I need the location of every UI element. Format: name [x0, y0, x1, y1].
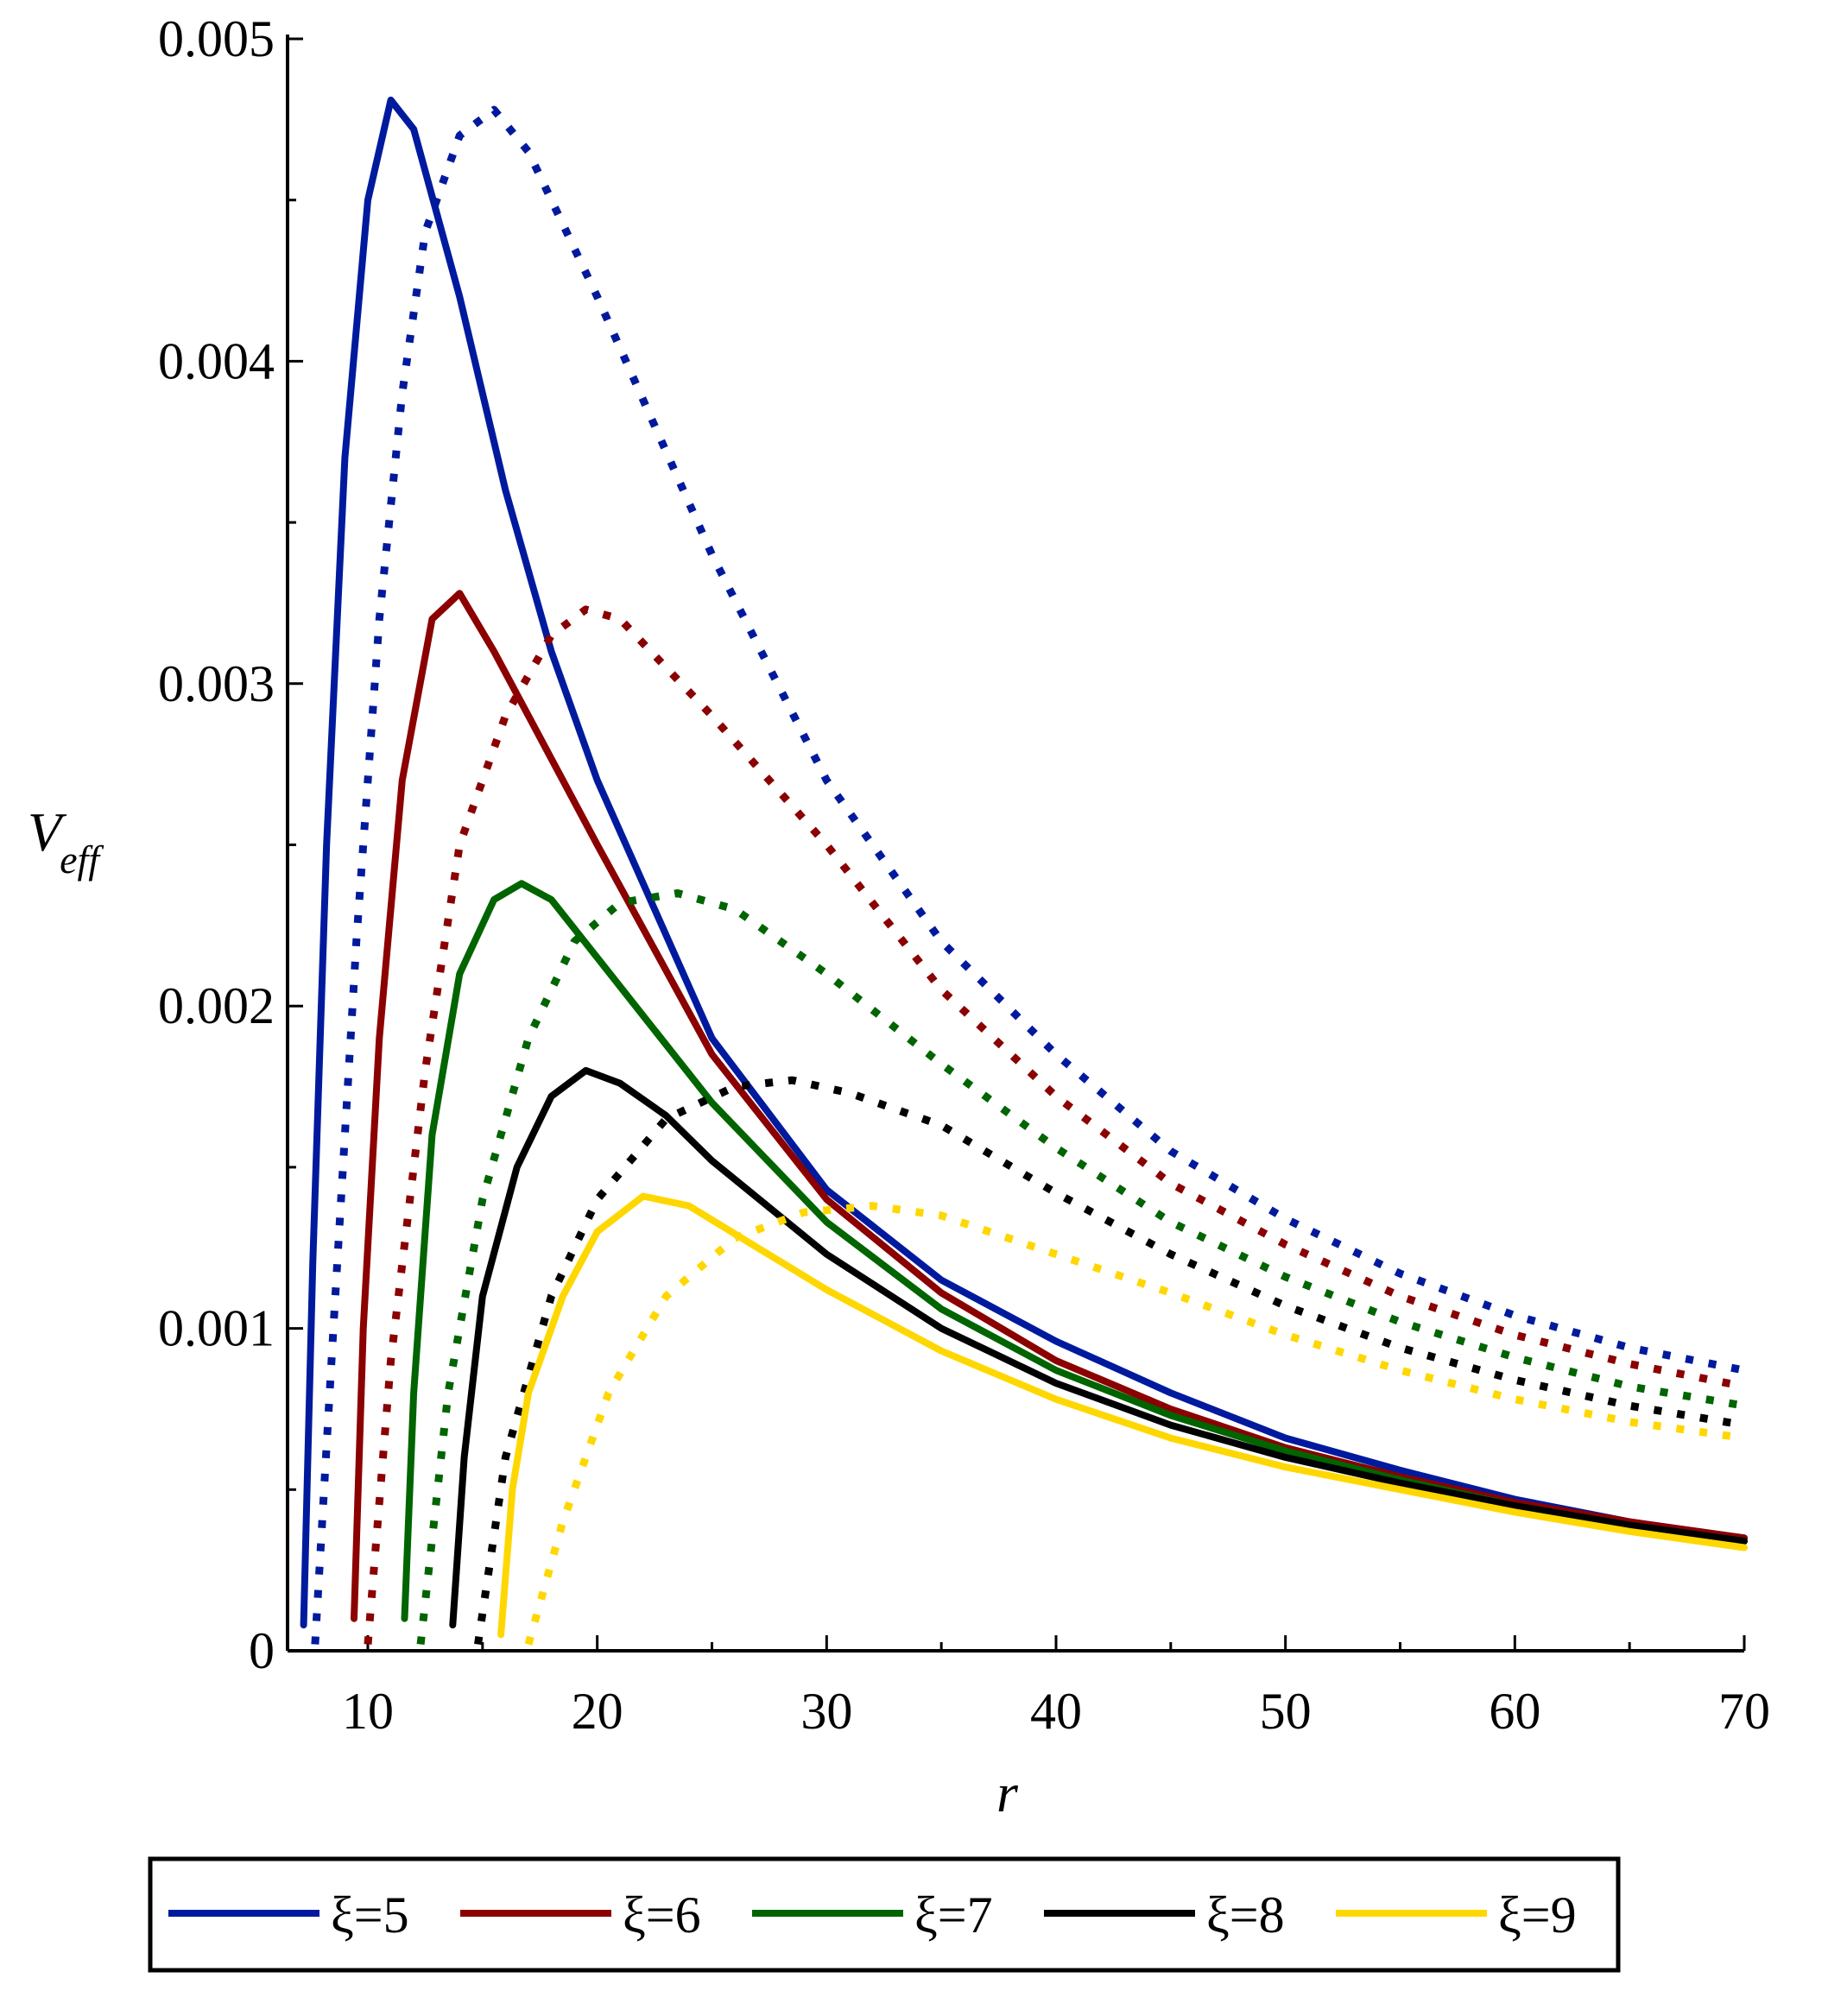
y-tick-label-3: 0.003 [158, 655, 275, 712]
x-tick-label-4: 50 [1260, 1683, 1312, 1740]
legend: ξ=5 ξ=6 ξ=7 ξ=8 ξ=9 [148, 1856, 1621, 1973]
legend-label-1: ξ=5 [331, 1886, 409, 1943]
x-tick-label-2: 30 [800, 1683, 852, 1740]
series-line-2 [311, 105, 1745, 1645]
legend-label-3: ξ=7 [914, 1886, 993, 1943]
legend-label-4: ξ=8 [1206, 1886, 1285, 1943]
x-axis-title: r [996, 1762, 1019, 1823]
legend-label-5: ξ=9 [1498, 1886, 1577, 1943]
x-tick-label-6: 70 [1718, 1683, 1770, 1740]
tick-labels: 10 20 30 40 50 60 70 0 0.001 0.002 0.003 0.004 0.005 [158, 10, 1770, 1740]
series-line-9 [497, 1192, 1748, 1639]
x-tick-label-5: 60 [1489, 1683, 1540, 1740]
y-axis-title-main: V [28, 801, 67, 863]
y-tick-label-1: 0.001 [158, 1300, 275, 1357]
x-tick-label-1: 20 [572, 1683, 623, 1740]
y-axis-title-subscript: eff [60, 837, 104, 882]
series-line-8 [474, 1076, 1745, 1646]
y-tick-label-4: 0.004 [158, 332, 275, 389]
series-line-4 [364, 605, 1745, 1645]
x-tick-label-3: 40 [1030, 1683, 1082, 1740]
series-line-7 [449, 1066, 1748, 1629]
y-axis-title: Veff [28, 801, 104, 882]
series-line-1 [300, 96, 1748, 1629]
series-layer [300, 96, 1748, 1646]
axes [286, 35, 1744, 1653]
series-line-3 [351, 590, 1748, 1622]
y-tick-label-0: 0 [249, 1622, 275, 1679]
x-tick-label-0: 10 [342, 1683, 394, 1740]
y-tick-label-5: 0.005 [158, 10, 275, 67]
legend-label-2: ξ=6 [623, 1886, 701, 1943]
series-line-6 [416, 889, 1745, 1645]
series-line-10 [524, 1202, 1745, 1646]
tick-marks [288, 37, 1746, 1653]
y-tick-label-2: 0.002 [158, 977, 275, 1034]
